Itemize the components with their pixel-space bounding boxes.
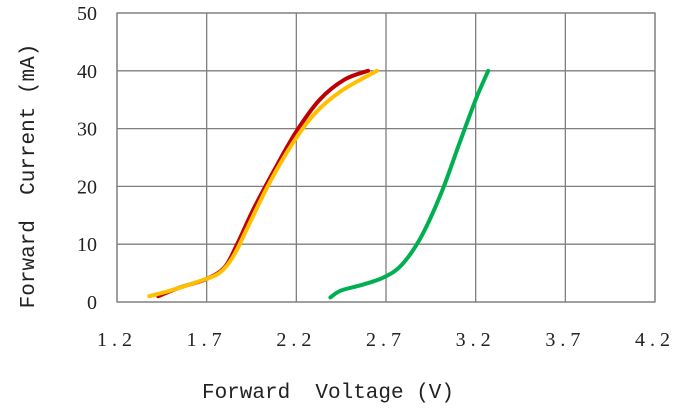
y-tick-label: 0: [87, 292, 97, 314]
series-line-1: [156, 68, 371, 299]
x-tick-label: 3.7: [545, 329, 585, 351]
x-tick-label: 3.2: [456, 329, 496, 351]
x-tick-label: 1.2: [97, 329, 137, 351]
x-axis-label: Forward Voltage (V): [202, 382, 454, 405]
series-layer: [147, 68, 491, 300]
x-tick-label: 2.7: [366, 329, 406, 351]
x-tick-label: 4.2: [635, 329, 675, 351]
series-line-2: [147, 68, 380, 299]
x-tick-label: 2.2: [276, 329, 316, 351]
y-axis-label: Forward Current (mA): [18, 44, 41, 309]
y-tick-label: 10: [77, 234, 97, 256]
series-line-3: [328, 68, 491, 300]
y-axis-tick-labels: 0 10 20 30 40 50: [77, 3, 97, 314]
grid: [116, 12, 656, 303]
plot-frame: [116, 12, 656, 303]
y-tick-label: 40: [77, 61, 97, 83]
x-tick-label: 1.7: [187, 329, 227, 351]
y-tick-label: 50: [77, 3, 97, 25]
y-tick-label: 20: [77, 176, 97, 198]
x-axis-tick-labels: 1.2 1.7 2.2 2.7 3.2 3.7 4.2: [97, 329, 675, 351]
y-tick-label: 30: [77, 119, 97, 141]
